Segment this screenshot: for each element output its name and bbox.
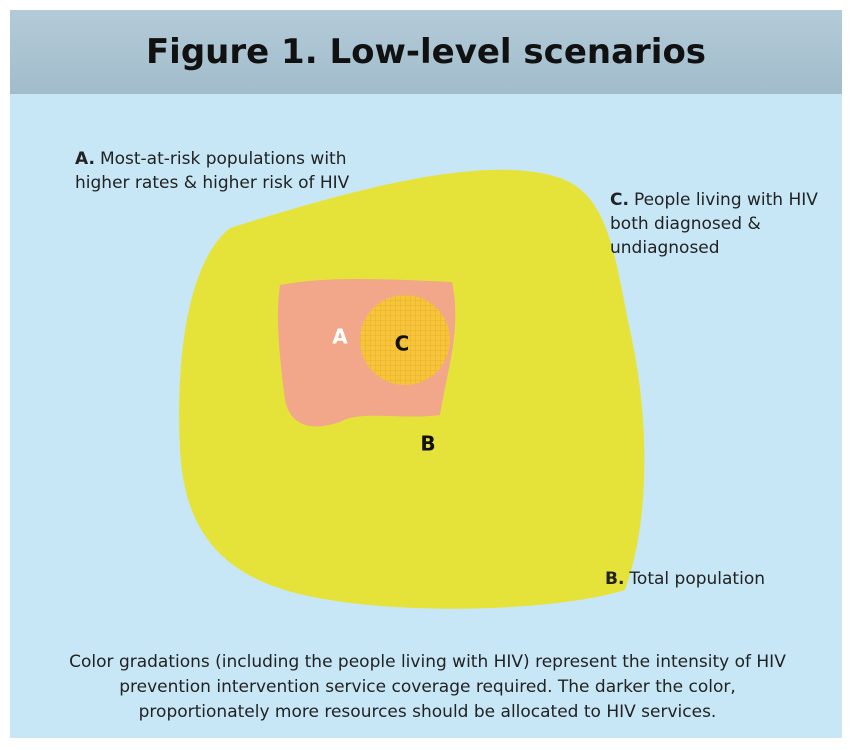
title: Figure 1. Low-level scenarios	[145, 32, 707, 72]
shape-label: C	[395, 332, 410, 356]
label-a: A. Most-at-risk populations with higher r…	[75, 147, 375, 195]
shape-label: A	[332, 325, 348, 349]
label-text: Total population	[629, 569, 765, 589]
caption: Color gradations (including the people l…	[69, 652, 786, 722]
label-text: Most-at-risk populations with higher rat…	[75, 149, 350, 193]
label-c: C. People living with HIV both diagnosed …	[610, 188, 835, 260]
label-b: B. Total population	[605, 567, 825, 591]
label-letter: B.	[605, 569, 625, 589]
label-text: People living with HIV both diagnosed & …	[610, 190, 818, 258]
label-letter: A.	[75, 149, 95, 169]
header: Figure 1. Low-level scenarios	[10, 10, 842, 94]
label-letter: C.	[610, 190, 629, 210]
shape-label: B	[420, 432, 435, 456]
hiv-circle	[360, 295, 450, 385]
